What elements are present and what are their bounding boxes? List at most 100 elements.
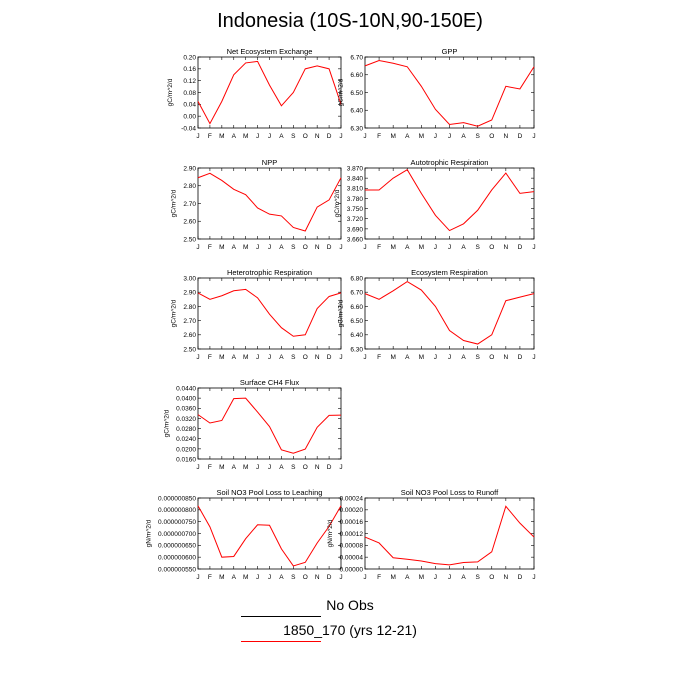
x-tick-label: A [279,464,284,471]
y-tick-label: 0.0200 [176,446,196,453]
y-tick-label: 0.000000700 [158,531,196,538]
x-tick-label: M [390,244,395,251]
panel-title: GPP [442,47,458,56]
x-tick-label: J [339,354,342,361]
y-tick-label: 2.70 [183,201,196,208]
x-tick-label: N [315,464,320,471]
panel-title: Soil NO3 Pool Loss to Runoff [401,488,499,497]
y-tick-label: 0.00000 [340,566,364,573]
x-tick-label: J [196,133,199,140]
x-tick-label: O [489,574,494,581]
x-tick-label: J [196,574,199,581]
x-tick-label: D [518,133,523,140]
x-tick-label: J [196,354,199,361]
x-tick-label: M [243,464,248,471]
x-tick-label: J [268,464,271,471]
x-tick-label: N [503,574,508,581]
x-tick-label: S [291,354,296,361]
x-tick-label: J [268,133,271,140]
figure-title: Indonesia (10S-10N,90-150E) [217,10,483,32]
x-tick-label: J [434,133,437,140]
y-tick-label: 0.04 [183,102,196,109]
y-tick-label: 3.690 [347,226,364,233]
x-tick-label: M [419,133,424,140]
y-tick-label: 2.80 [183,304,196,311]
y-tick-label: 0.0320 [176,416,196,423]
y-tick-label: 3.810 [347,186,364,193]
chart-panel-8: Soil NO3 Pool Loss to Leaching 0.00000055… [145,488,342,581]
x-tick-label: J [363,354,366,361]
y-tick-label: 3.660 [347,236,364,243]
x-tick-label: A [405,133,410,140]
series-line [197,172,342,232]
series-line [197,505,342,567]
y-tick-label: 0.0240 [176,436,196,443]
chart-panel-6: Ecosystem Respiration 6.30 6.40 6.50 6.60 6.7… [338,268,536,361]
x-tick-label: M [390,354,395,361]
panel-title: Soil NO3 Pool Loss to Leaching [217,488,323,497]
x-tick-label: A [232,574,237,581]
plot-frame [197,56,342,129]
x-tick-label: F [208,574,212,581]
chart-panel-4: Autotrophic Respiration 3.660 3.690 3.720 3.… [334,158,536,251]
chart-panel-2: GPP 6.30 6.40 6.50 6.60 6.70 J F M A M J J A S O N D JgC/m… [338,47,536,140]
plot-frame [364,277,535,350]
x-tick-label: M [243,354,248,361]
x-tick-label: J [268,354,271,361]
x-tick-label: J [532,133,535,140]
y-tick-label: 3.780 [347,196,364,203]
x-tick-label: O [489,133,494,140]
x-tick-label: M [219,354,224,361]
y-tick-label: 2.90 [183,290,196,297]
y-tick-label: 6.70 [350,54,363,61]
x-tick-label: J [339,574,342,581]
x-tick-label: M [243,133,248,140]
x-tick-label: A [232,244,237,251]
y-tick-label: 6.40 [350,108,363,115]
x-tick-label: J [532,574,535,581]
x-tick-label: J [196,464,199,471]
x-tick-label: J [363,574,366,581]
y-tick-label: 0.00004 [340,555,364,562]
x-tick-label: J [339,244,342,251]
x-tick-label: A [279,354,284,361]
y-tick-label: 0.000000800 [158,507,196,514]
x-tick-label: S [475,133,480,140]
x-tick-label: S [475,244,480,251]
y-tick-label: 6.50 [350,318,363,325]
x-tick-label: D [327,464,332,471]
x-tick-label: A [405,244,410,251]
x-tick-label: J [448,574,451,581]
y-tick-label: 3.870 [347,165,364,172]
x-tick-label: D [518,244,523,251]
y-tick-label: 3.840 [347,176,364,183]
x-tick-label: D [518,354,523,361]
series-line [197,397,342,454]
legend-model-label: 1850_170 (yrs 12-21) [283,622,417,638]
y-tick-label: 6.80 [350,275,363,282]
x-tick-label: M [419,354,424,361]
y-tick-label: 3.00 [183,275,196,282]
y-axis-label: gC/m^2/d [338,299,345,327]
x-tick-label: A [279,244,284,251]
x-tick-label: A [405,354,410,361]
y-axis-label: gC/m^2/d [163,409,170,437]
x-tick-label: F [377,133,381,140]
y-tick-label: 6.50 [350,90,363,97]
x-tick-label: O [489,244,494,251]
y-axis-label: gC/m^2/d [334,189,341,217]
panel-title: Heterotrophic Respiration [227,268,312,277]
x-tick-label: S [291,464,296,471]
x-tick-label: A [461,574,466,581]
y-tick-label: 0.12 [183,78,196,85]
x-tick-label: M [419,574,424,581]
x-tick-label: J [256,354,259,361]
x-tick-label: J [268,244,271,251]
x-tick-label: J [339,133,342,140]
x-tick-label: J [339,464,342,471]
x-tick-label: J [448,133,451,140]
y-tick-label: 0.20 [183,54,196,61]
panel-title: Autotrophic Respiration [411,158,489,167]
